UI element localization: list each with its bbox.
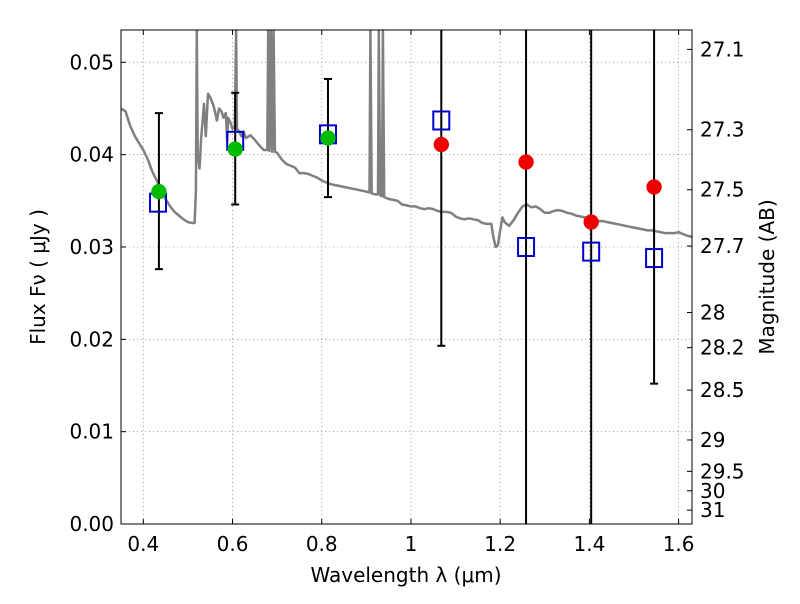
circle-marker <box>151 183 167 200</box>
circle-marker <box>518 154 534 170</box>
y2-tick-label: 27.3 <box>700 118 745 142</box>
errorbar-layer <box>154 30 659 524</box>
x-axis-label: Wavelength λ (μm) <box>310 563 501 587</box>
y-tick-label: 0.02 <box>69 327 114 351</box>
square-marker <box>432 110 451 131</box>
axis-layer: 0.4 0.6 0.8 1 1.2 1.4 1.6 0.00 0.01 0.02 0.03 0.04 0… <box>69 30 745 556</box>
y2-tick-label: 29 <box>700 428 725 452</box>
circle-marker <box>320 130 336 146</box>
square-marker <box>645 248 664 269</box>
x-tick-label: 0.4 <box>127 532 159 556</box>
y2-tick-label: 28 <box>700 301 725 325</box>
y-tick-label: 0.05 <box>69 50 114 74</box>
y2-tick-label: 27.7 <box>700 234 745 258</box>
circle-marker <box>433 136 450 153</box>
x-tick-label: 0.8 <box>306 532 338 556</box>
circle-marker <box>583 214 599 230</box>
y-tick-label: 0.04 <box>69 143 114 167</box>
y-tick-label: 0.00 <box>69 512 114 536</box>
circle-marker <box>227 141 243 157</box>
x-tick-label: 1.4 <box>573 532 605 556</box>
y2-axis-label: Magnitude (AB) <box>755 199 779 354</box>
y2-tick-label: 30 <box>700 479 725 503</box>
plot-frame <box>120 29 693 525</box>
y2-tick-label: 28.5 <box>700 378 745 402</box>
y-axis-label: Flux Fν ( μJy ) <box>26 209 50 345</box>
model-spectrum-line <box>121 30 692 249</box>
model-layer <box>121 30 692 249</box>
y2-tick-label: 28.2 <box>700 336 745 360</box>
square-marker <box>582 241 601 262</box>
marker-layer <box>149 110 664 269</box>
y2-tick-label: 31 <box>700 498 725 522</box>
y2-tick-label: 29.5 <box>700 459 745 483</box>
x-tick-label: 1.6 <box>663 532 695 556</box>
circle-marker <box>646 179 662 195</box>
y-tick-label: 0.03 <box>69 235 114 259</box>
x-tick-label: 0.6 <box>217 532 249 556</box>
y2-tick-label: 27.1 <box>700 37 745 61</box>
square-marker <box>517 236 536 257</box>
x-tick-label: 1.2 <box>484 532 516 556</box>
x-tick-label: 1 <box>405 532 418 556</box>
y-tick-label: 0.01 <box>69 420 114 444</box>
y2-tick-label: 27.5 <box>700 178 745 202</box>
